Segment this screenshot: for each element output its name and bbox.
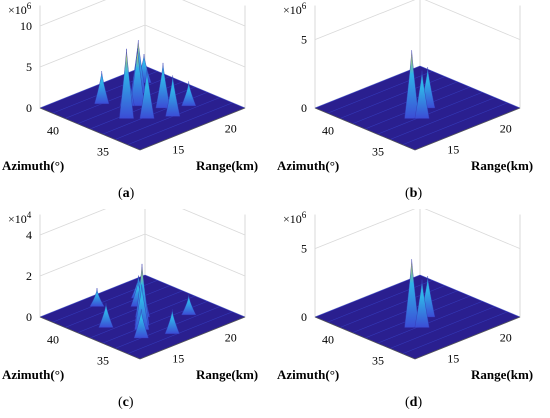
azimuth-tick-c-0: 40 bbox=[47, 333, 59, 347]
range-tick-b-0: 15 bbox=[447, 143, 459, 157]
surface-ripple-a-2 bbox=[114, 97, 221, 140]
azimuth-axis-a bbox=[39, 107, 141, 151]
z-gridline-c-1 bbox=[39, 233, 246, 277]
azimuth-tick-d-0: 40 bbox=[322, 333, 334, 347]
peak-c-2 bbox=[89, 288, 105, 307]
peak-a-9 bbox=[139, 69, 155, 119]
z-tick-a-2: 10 bbox=[20, 19, 32, 33]
z-exponent-b: ×106 bbox=[283, 1, 307, 17]
azimuth-axis-b bbox=[314, 107, 416, 151]
surface-ripple-b-5 bbox=[352, 81, 458, 125]
peak-d-2 bbox=[414, 279, 430, 328]
surface-ripple-d-3 bbox=[377, 300, 483, 344]
range-axis-c bbox=[139, 316, 246, 360]
surface-plot-b: 0 5 40 35 15 20 bbox=[301, 0, 521, 159]
surface-ripple-b-2 bbox=[389, 97, 496, 140]
z-tick-a-1: 5 bbox=[26, 60, 32, 74]
peak-c-9 bbox=[133, 309, 149, 339]
peak-a-3 bbox=[130, 48, 145, 107]
azimuth-label-d: Azimuth(°) bbox=[277, 367, 340, 382]
range-label-c: Range(km) bbox=[196, 367, 259, 382]
azimuth-label-b: Azimuth(°) bbox=[277, 158, 340, 173]
range-tick-d-0: 15 bbox=[447, 352, 459, 366]
surface-ripple-c-6 bbox=[64, 285, 171, 328]
surface-ripple-b-1 bbox=[402, 102, 508, 146]
z-tick-c-1: 2 bbox=[26, 269, 32, 283]
z-tick-b-0: 0 bbox=[301, 101, 307, 115]
azimuth-label-c: Azimuth(°) bbox=[2, 367, 65, 382]
range-axis-d bbox=[414, 316, 521, 360]
plot-panel-b: 0 5 40 35 15 20 ×106 Azimuth(°) Range(km) (b) bbox=[275, 0, 550, 209]
surface-plot-a: 0 5 10 40 35 15 20 bbox=[20, 0, 246, 159]
azimuth-axis-d bbox=[314, 316, 416, 360]
azimuth-tick-b-0: 40 bbox=[322, 124, 334, 138]
range-tick-d-1: 20 bbox=[500, 331, 512, 345]
surface-ripple-b-7 bbox=[327, 70, 433, 114]
azimuth-tick-a-1: 35 bbox=[97, 145, 109, 159]
peak-a-5 bbox=[181, 81, 197, 107]
range-label-a: Range(km) bbox=[196, 158, 259, 173]
azimuth-tick-d-1: 35 bbox=[372, 354, 384, 368]
azimuth-tick-a-0: 40 bbox=[47, 124, 59, 138]
peak-a-7 bbox=[165, 75, 181, 117]
caption-c: (c) bbox=[118, 395, 134, 410]
azimuth-label-a: Azimuth(°) bbox=[2, 158, 65, 173]
range-tick-c-0: 15 bbox=[172, 352, 184, 366]
z-tick-a-0: 0 bbox=[26, 101, 32, 115]
surface-ripple-c-5 bbox=[77, 290, 183, 334]
azimuth-tick-c-1: 35 bbox=[97, 354, 109, 368]
surface-ripple-b-3 bbox=[377, 91, 483, 135]
z-tick-b-1: 5 bbox=[301, 33, 307, 47]
z-tick-d-0: 0 bbox=[301, 310, 307, 324]
range-tick-c-1: 20 bbox=[225, 331, 237, 345]
caption-a: (a) bbox=[118, 186, 135, 201]
z-exponent-a: ×106 bbox=[8, 1, 32, 17]
peak-c-3 bbox=[181, 294, 197, 316]
range-axis-b bbox=[414, 107, 521, 151]
peak-b-1 bbox=[404, 50, 420, 119]
peak-c-8 bbox=[164, 309, 180, 334]
surface-ripple-d-1 bbox=[402, 311, 508, 355]
range-tick-b-1: 20 bbox=[500, 122, 512, 136]
range-axis-a bbox=[139, 107, 246, 151]
peak-c-6 bbox=[98, 302, 114, 328]
plot-panel-c: 0 2 4 40 35 15 20 ×104 Azimuth(°) Range(km) (c… bbox=[0, 209, 275, 418]
range-tick-a-1: 20 bbox=[225, 122, 237, 136]
plot-panel-a: 0 5 10 40 35 15 20 ×106 Azimuth(°) Range(km) (… bbox=[0, 0, 275, 209]
peak-d-1 bbox=[404, 259, 420, 328]
surface-ripple-c-1 bbox=[127, 311, 233, 355]
z-tick-c-2: 4 bbox=[26, 228, 32, 242]
z-tick-c-0: 0 bbox=[26, 310, 32, 324]
surface-plot-c: 0 2 4 40 35 15 20 bbox=[26, 209, 246, 368]
peak-c-7 bbox=[134, 284, 150, 330]
surface-ripple-a-1 bbox=[127, 102, 233, 146]
z-gridline-b-1 bbox=[314, 0, 521, 41]
range-tick-a-0: 15 bbox=[172, 143, 184, 157]
z-gridline-c-2 bbox=[39, 209, 246, 236]
caption-d: (d) bbox=[405, 395, 423, 410]
z-gridline-a-2 bbox=[39, 0, 246, 27]
peak-a-2 bbox=[94, 70, 110, 104]
z-exponent-c: ×104 bbox=[8, 210, 32, 226]
surface-ripple-d-5 bbox=[352, 290, 458, 334]
surface-plot-d: 0 5 40 35 15 20 bbox=[301, 209, 521, 368]
peak-b-2 bbox=[414, 70, 430, 119]
z-gridline-a-1 bbox=[39, 24, 246, 68]
azimuth-tick-b-1: 35 bbox=[372, 145, 384, 159]
plot-panel-d: 0 5 40 35 15 20 ×106 Azimuth(°) Range(km) (d) bbox=[275, 209, 550, 418]
surface-ripple-a-6 bbox=[64, 76, 171, 119]
z-exponent-d: ×106 bbox=[283, 210, 307, 226]
caption-b: (b) bbox=[405, 186, 423, 201]
z-gridline-d-1 bbox=[314, 209, 521, 250]
range-label-d: Range(km) bbox=[471, 367, 534, 382]
surface-ripple-d-2 bbox=[389, 306, 496, 349]
surface-ripple-d-7 bbox=[327, 279, 433, 323]
azimuth-axis-c bbox=[39, 316, 141, 360]
peak-a-8 bbox=[119, 48, 134, 119]
range-label-b: Range(km) bbox=[471, 158, 534, 173]
z-tick-d-1: 5 bbox=[301, 242, 307, 256]
peak-a-6 bbox=[155, 62, 171, 109]
